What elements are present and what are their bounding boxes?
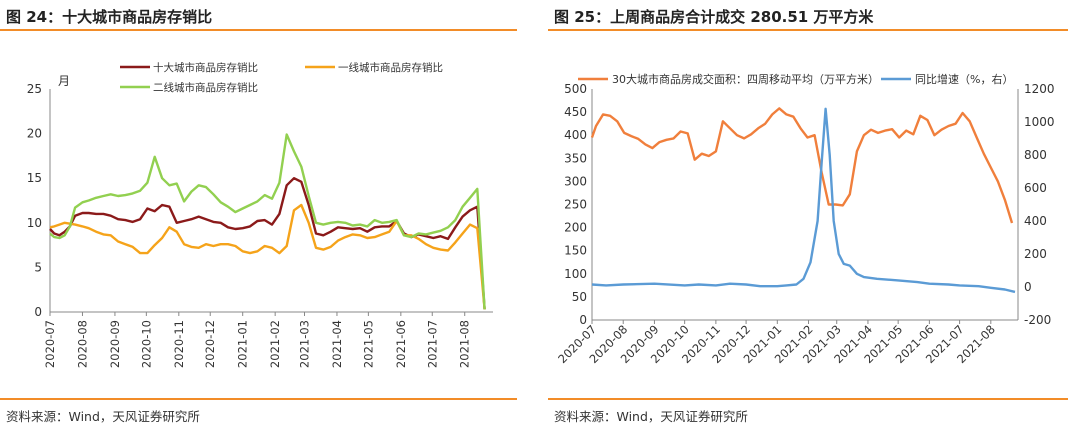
legend-label: 十大城市商品房存销比 xyxy=(153,61,258,74)
x-tick-label: 2021-05 xyxy=(361,320,375,368)
y-tick-label: 0 xyxy=(579,313,587,327)
x-tick-label: 2021-02 xyxy=(268,320,282,368)
y-tick-label: 100 xyxy=(564,267,587,281)
x-tick-label: 2020-09 xyxy=(108,320,122,368)
x-tick-label: 2020-10 xyxy=(139,320,153,368)
chart-title: 图 25：上周商品房合计成交 280.51 万平方米 xyxy=(554,8,874,26)
y-tick-label: 25 xyxy=(27,82,42,96)
y-tick-label: 250 xyxy=(564,198,587,212)
source-divider xyxy=(0,398,517,400)
y2-tick-label: 1200 xyxy=(1024,82,1055,96)
y-tick-label: 500 xyxy=(564,82,587,96)
y-tick-label: 450 xyxy=(564,105,587,119)
title-divider xyxy=(0,29,517,31)
title-divider xyxy=(548,29,1068,31)
y2-tick-label: 600 xyxy=(1024,181,1047,195)
series-line xyxy=(49,203,486,310)
legend-label: 二线城市商品房存销比 xyxy=(153,81,258,94)
y-tick-label: 10 xyxy=(27,216,42,230)
y-tick-label: 5 xyxy=(34,260,42,274)
y2-tick-label: 1000 xyxy=(1024,115,1055,129)
y2-tick-label: 800 xyxy=(1024,148,1047,162)
x-tick-label: 2021-04 xyxy=(330,320,344,368)
x-tick-label: 2020-08 xyxy=(75,320,89,368)
y-tick-label: 150 xyxy=(564,244,587,258)
x-tick-label: 2020-12 xyxy=(203,320,217,368)
y2-tick-label: 200 xyxy=(1024,247,1047,261)
transaction-area-chart: 0 50 100 150 200 250 300 350 400 450 500 -200 0 200 40… xyxy=(555,72,1055,366)
stock-to-sales-chart: 0 5 10 15 20 25 月 2020-07 2020-08 2020-09 2020-10 2… xyxy=(27,61,493,368)
y-tick-label: 0 xyxy=(34,305,42,319)
legend-label: 一线城市商品房存销比 xyxy=(338,61,443,74)
series-line xyxy=(591,107,1016,294)
y2-tick-label: 0 xyxy=(1024,280,1032,294)
x-tick-label: 2020-11 xyxy=(172,320,186,368)
series-line xyxy=(49,133,486,310)
x-tick-label: 2021-03 xyxy=(297,320,311,368)
y-tick-label: 15 xyxy=(27,171,42,185)
x-tick-label: 2021-06 xyxy=(394,320,408,368)
y-tick-label: 400 xyxy=(564,128,587,142)
legend-label: 同比增速（%，右） xyxy=(915,72,1013,86)
source-note: 资料来源：Wind，天风证券研究所 xyxy=(554,409,748,424)
y-tick-label: 50 xyxy=(572,290,587,304)
x-tick-label: 2021-01 xyxy=(236,320,250,368)
y-tick-label: 350 xyxy=(564,151,587,165)
y-tick-label: 20 xyxy=(27,127,42,141)
y-tick-label: 200 xyxy=(564,221,587,235)
series-line xyxy=(590,107,1014,224)
y2-tick-label: 400 xyxy=(1024,214,1047,228)
source-divider xyxy=(548,398,1068,400)
series-line xyxy=(49,176,486,310)
legend-label: 30大城市商品房成交面积：四周移动平均（万平方米） xyxy=(612,72,879,86)
source-note: 资料来源：Wind，天风证券研究所 xyxy=(6,409,200,424)
x-tick-label: 2021-08 xyxy=(458,320,472,368)
y-axis-label: 月 xyxy=(58,74,70,88)
x-tick-label: 2021-07 xyxy=(425,320,439,368)
x-tick-label: 2020-07 xyxy=(43,320,57,368)
chart-title: 图 24：十大城市商品房存销比 xyxy=(6,8,213,26)
chart-panel-right: 图 25：上周商品房合计成交 280.51 万平方米 0 50 100 150 200 2… xyxy=(548,0,1080,431)
chart-panel-left: 图 24：十大城市商品房存销比 0 5 10 15 20 25 月 2020-07 2020-0… xyxy=(0,0,528,431)
y2-tick-label: -200 xyxy=(1024,313,1051,327)
y-tick-label: 300 xyxy=(564,174,587,188)
